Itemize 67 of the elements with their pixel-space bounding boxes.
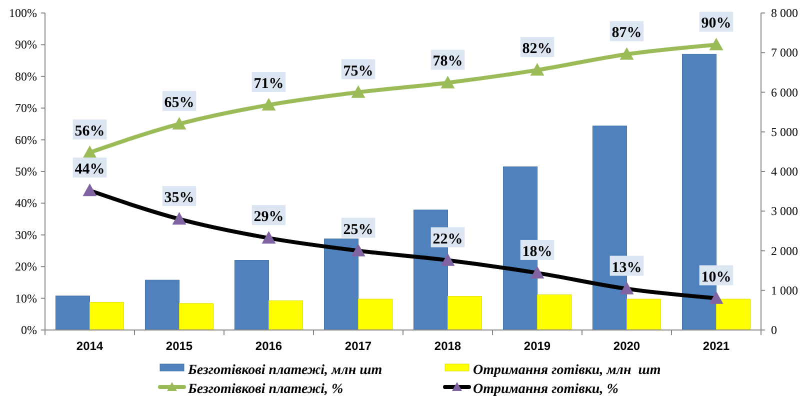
y2-tick-label: 8 000 xyxy=(771,6,798,20)
data-label: 71% xyxy=(254,76,284,92)
y-tick-label: 30% xyxy=(15,228,37,242)
data-label: 13% xyxy=(612,260,642,276)
bar xyxy=(179,303,214,330)
y-tick-label: 10% xyxy=(15,291,37,306)
legend-label: Отримання готівки, % xyxy=(473,382,618,397)
data-label: 25% xyxy=(343,222,374,238)
y-tick-label: 100% xyxy=(9,6,37,20)
legend-label: Безготівкові платежі, % xyxy=(187,382,344,397)
legend-label: Безготівкові платежі, млн шт xyxy=(187,363,382,378)
y2-tick-label: 4 000 xyxy=(771,164,798,178)
point xyxy=(709,38,724,50)
data-label: 75% xyxy=(343,63,374,80)
y-tick-label: 40% xyxy=(15,196,37,210)
point xyxy=(262,98,276,111)
bar xyxy=(90,302,124,330)
x-tick-label: 2019 xyxy=(524,339,551,353)
bar xyxy=(448,296,482,330)
data-label: 78% xyxy=(432,54,463,70)
data-label: 10% xyxy=(701,269,732,286)
point xyxy=(440,76,455,88)
legend-label: Отримання готівки, млн шт xyxy=(473,363,661,378)
y-tick-label: 0% xyxy=(21,323,37,337)
data-label: 87% xyxy=(612,25,642,42)
y-tick-label: 60% xyxy=(15,132,37,147)
x-tick-label: 2014 xyxy=(76,339,104,353)
y2-tick-label: 3 000 xyxy=(771,204,798,218)
point xyxy=(620,47,634,60)
point xyxy=(82,145,97,158)
bar xyxy=(626,298,662,330)
x-tick-label: 2020 xyxy=(613,339,640,353)
y2-tick-label: 1 000 xyxy=(771,283,798,298)
bar xyxy=(268,300,304,330)
bar xyxy=(234,260,269,330)
x-tick-label: 2015 xyxy=(166,339,193,353)
y2-tick-label: 7 000 xyxy=(771,46,798,60)
y2-tick-label: 6 000 xyxy=(771,85,798,100)
point xyxy=(530,63,544,76)
data-label: 82% xyxy=(522,41,552,58)
point xyxy=(172,116,186,130)
y2-tick-label: 2 000 xyxy=(771,244,798,258)
y2-tick-label: 5 000 xyxy=(771,124,798,139)
point xyxy=(351,85,366,98)
x-tick-label: 2018 xyxy=(434,339,462,353)
bar xyxy=(537,294,572,330)
x-tick-label: 2017 xyxy=(344,339,372,353)
y2-tick-label: 0 xyxy=(771,323,777,337)
data-label: 22% xyxy=(432,231,463,248)
data-label: 56% xyxy=(74,123,105,140)
data-label: 65% xyxy=(164,94,194,111)
data-label: 29% xyxy=(254,209,284,226)
x-tick-label: 2021 xyxy=(702,339,730,353)
data-label: 35% xyxy=(164,190,194,206)
y-tick-label: 20% xyxy=(15,260,37,274)
y-tick-label: 50% xyxy=(15,164,37,178)
bar xyxy=(55,296,90,330)
y-tick-label: 70% xyxy=(15,101,37,116)
y-tick-label: 80% xyxy=(15,69,37,84)
data-label: 90% xyxy=(701,16,732,32)
data-label: 18% xyxy=(522,244,552,260)
bar xyxy=(358,298,393,330)
bar xyxy=(716,298,751,330)
y-tick-label: 90% xyxy=(15,38,37,52)
bar xyxy=(144,280,180,330)
data-label: 44% xyxy=(74,162,105,178)
x-tick-label: 2016 xyxy=(255,339,282,353)
